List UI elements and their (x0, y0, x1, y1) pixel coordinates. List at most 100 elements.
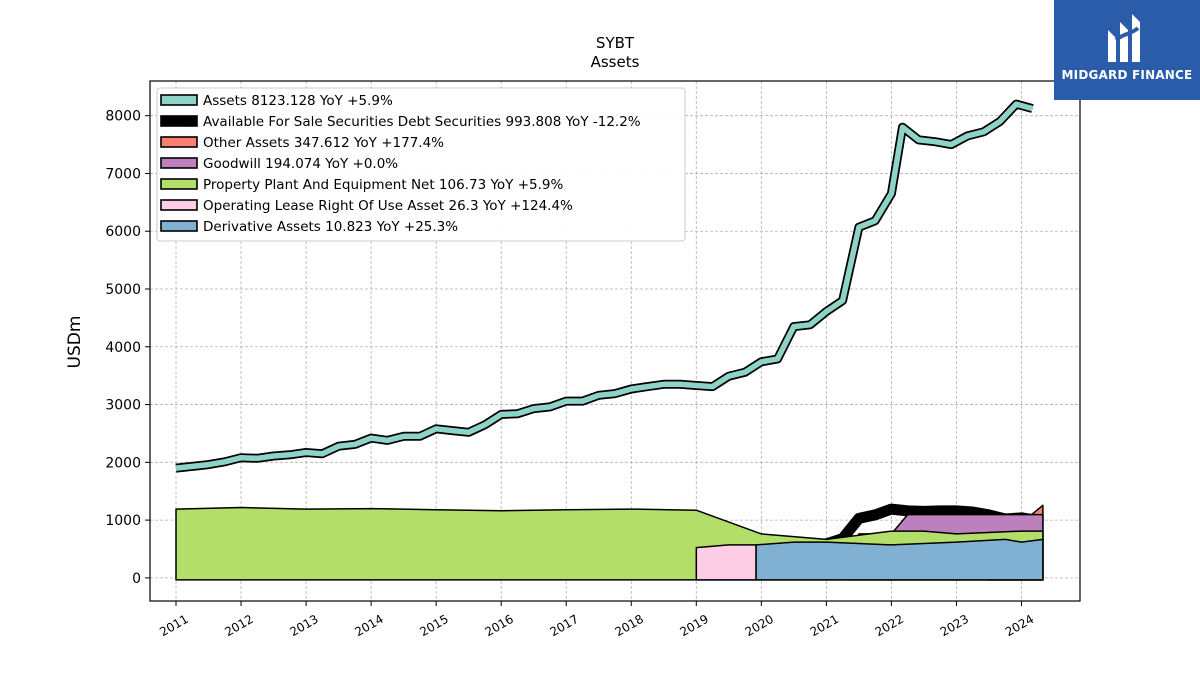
y-tick-label: 0 (132, 571, 141, 587)
assets-point (386, 439, 388, 441)
y-tick-label: 8000 (105, 109, 141, 125)
assets-point (370, 437, 372, 439)
assets-point (533, 408, 535, 410)
assets-point (874, 220, 876, 222)
assets-point (728, 375, 730, 377)
brand-name: MIDGARD FINANCE (1061, 68, 1193, 82)
assets-point (484, 424, 486, 426)
assets-point (793, 326, 795, 328)
legend-item: Derivative Assets 10.823 YoY +25.3% (160, 219, 458, 235)
legend-label: Goodwill 194.074 YoY +0.0% (203, 156, 398, 172)
assets-point (240, 457, 242, 459)
y-tick-label: 3000 (105, 398, 141, 414)
assets-point (419, 435, 421, 437)
legend-label: Other Assets 347.612 YoY +177.4% (203, 135, 444, 151)
assets-point (858, 226, 860, 228)
available-for-sale-securities-debt-securities-point (923, 510, 925, 512)
x-tick-label: 2024 (1003, 612, 1036, 639)
assets-point (208, 464, 209, 466)
legend-item: Available For Sale Securities Debt Secur… (160, 114, 641, 130)
plot-frame (149, 80, 1081, 602)
assets-line (175, 101, 1034, 471)
assets-point (983, 131, 985, 133)
assets-point (224, 461, 226, 463)
assets-point (321, 453, 323, 455)
assets-point (565, 400, 567, 402)
x-tick-label: 2023 (938, 612, 971, 639)
assets-point (842, 300, 844, 302)
y-tick-label: 4000 (105, 340, 141, 356)
legend: Assets 8123.128 YoY +5.9% Available For S… (156, 87, 686, 242)
assets-point (825, 311, 827, 312)
y-tick-label: 7000 (105, 166, 141, 182)
y-tick-label: 6000 (105, 224, 141, 240)
assets-point (902, 126, 903, 128)
x-tick-label: 2011 (157, 612, 190, 639)
x-tick-label: 2012 (222, 612, 255, 639)
assets-point (582, 400, 583, 402)
assets-point (890, 193, 892, 195)
x-tick-label: 2019 (678, 612, 711, 639)
assets-point (500, 413, 502, 415)
legend-label: Derivative Assets 10.823 YoY +25.3% (203, 219, 458, 235)
assets-point (354, 443, 356, 445)
assets-point (191, 465, 193, 467)
brand-logo: MIDGARD FINANCE (1054, 0, 1200, 100)
series-assets (175, 99, 1034, 473)
assets-point (403, 435, 405, 437)
legend-item: Assets 8123.128 YoY +5.9% (160, 93, 393, 109)
assets-point (614, 393, 616, 395)
x-tick-label: 2021 (808, 612, 841, 639)
series-derivative-assets (755, 538, 1044, 581)
legend-swatch (160, 199, 198, 211)
midgard-m-logo-icon (1108, 14, 1140, 62)
available-for-sale-securities-debt-securities-point (907, 510, 909, 512)
x-tick-label: 2014 (352, 612, 385, 639)
assets-point (760, 361, 762, 363)
legend-item: Goodwill 194.074 YoY +0.0% (160, 156, 398, 172)
x-tick-label: 2016 (482, 612, 515, 639)
assets-point (1032, 108, 1033, 110)
assets-point (777, 358, 779, 360)
assets-point (809, 324, 811, 326)
assets-point (950, 144, 952, 146)
assets-point (598, 394, 600, 396)
legend-swatch (160, 220, 198, 232)
assets-point (663, 383, 665, 385)
legend-item: Other Assets 347.612 YoY +177.4% (160, 135, 444, 151)
available-for-sale-securities-debt-securities-point (972, 511, 974, 513)
assets-point (549, 406, 551, 408)
assets-point (679, 383, 681, 385)
available-for-sale-securities-debt-securities-point (890, 508, 892, 510)
assets-point (630, 388, 632, 390)
assets-point (435, 428, 437, 430)
assets-point (918, 139, 920, 141)
legend-label: Assets 8123.128 YoY +5.9% (203, 93, 393, 109)
assets-point (712, 386, 714, 388)
x-tick-label: 2013 (287, 612, 320, 639)
x-tick-label: 2020 (743, 612, 776, 639)
operating-lease-right-of-use-asset-area (695, 544, 757, 581)
assets-point (256, 457, 258, 459)
assets-point (289, 454, 291, 456)
assets-point (1015, 103, 1017, 105)
legend-swatch (160, 157, 198, 169)
legend-swatch (160, 178, 198, 190)
assets-point (695, 385, 697, 386)
assets-point (273, 455, 275, 457)
assets-point (934, 141, 936, 143)
x-tick-label: 2018 (613, 612, 646, 639)
x-tick-label: 2022 (873, 612, 906, 639)
assets-point (338, 445, 340, 447)
x-tick-label: 2017 (547, 612, 580, 639)
assets-point (468, 431, 470, 433)
legend-label: Operating Lease Right Of Use Asset 26.3 … (203, 198, 573, 214)
x-tick-label: 2015 (417, 612, 450, 639)
legend-swatch (160, 136, 198, 148)
chart-title: SYBT (596, 34, 635, 52)
assets-point (175, 467, 177, 469)
derivative-assets-area (755, 538, 1044, 581)
legend-item: Operating Lease Right Of Use Asset 26.3 … (160, 198, 573, 214)
y-tick-label: 5000 (105, 282, 141, 298)
available-for-sale-securities-debt-securities-point (858, 517, 860, 519)
